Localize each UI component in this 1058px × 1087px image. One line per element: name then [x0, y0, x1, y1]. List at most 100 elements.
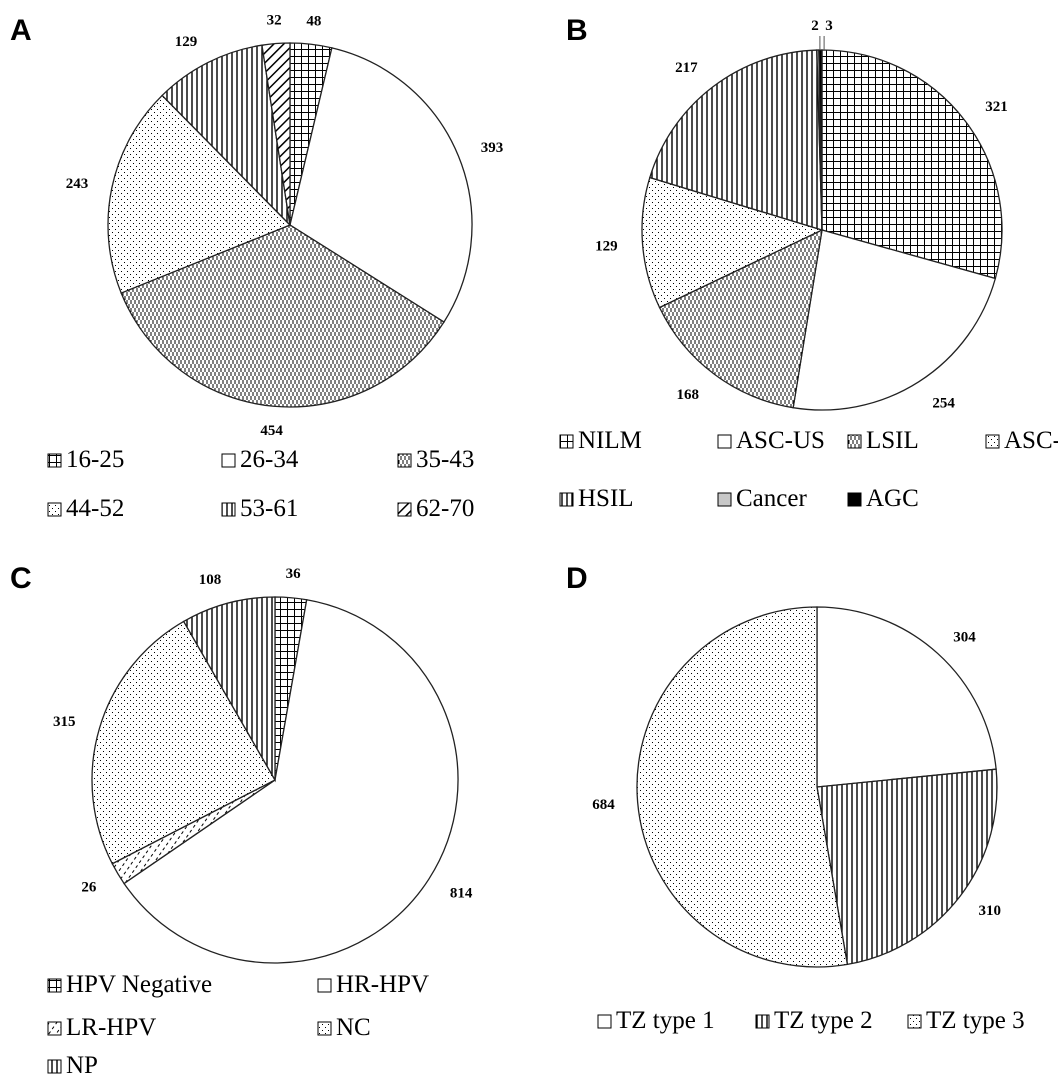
legend-label-62-70: 62-70	[416, 495, 474, 522]
legend-label-lr-hpv: LR-HPV	[66, 1014, 156, 1041]
pie-chart	[107, 42, 473, 408]
value-label-hsil: 217	[675, 60, 698, 76]
pie-slice-nc	[91, 620, 276, 865]
legend-label-26-34: 26-34	[240, 446, 299, 473]
legend-swatch-tz-type-3	[907, 1014, 922, 1029]
value-label-nilm: 321	[985, 99, 1008, 115]
legend-swatch-agc	[847, 492, 862, 507]
value-label-tz-type-3: 684	[592, 797, 615, 813]
value-label-hr-hpv: 814	[450, 886, 473, 902]
value-label-hpv-negative: 36	[286, 566, 302, 582]
pie-slice-np	[182, 596, 276, 783]
pie-slice-hr-hpv	[123, 599, 459, 964]
legend-swatch-lsil	[847, 434, 862, 449]
legend-swatch-44-52	[47, 502, 62, 517]
pie-slice-tz-type-1	[816, 606, 997, 788]
legend-label-hr-hpv: HR-HPV	[336, 971, 429, 998]
pie-slice-44-52	[107, 94, 292, 294]
legend-swatch-asc-us	[717, 434, 732, 449]
value-label-53-61: 129	[175, 34, 198, 50]
pie-slice-asc-us	[792, 229, 997, 411]
value-label-tz-type-2: 310	[979, 903, 1002, 919]
legend-label-nc: NC	[336, 1014, 371, 1041]
value-label-cancer: 2	[811, 18, 819, 34]
panel-letter: C	[10, 562, 32, 595]
legend-label-agc: AGC	[866, 485, 919, 512]
legend-label-tz-type-1: TZ type 1	[616, 1007, 715, 1034]
value-label-agc: 3	[825, 18, 833, 34]
legend-label-16-25: 16-25	[66, 446, 124, 473]
value-label-asc-us: 254	[932, 396, 955, 412]
legend-swatch-cancer	[717, 492, 732, 507]
value-label-np: 108	[199, 572, 222, 588]
panel-d: D 304 310 684 TZ type 1 TZ type 2 TZ type 3	[566, 562, 1025, 1034]
pie-slice-53-61	[161, 44, 291, 227]
value-label-asc-h: 129	[595, 238, 618, 254]
panel-letter: D	[566, 562, 588, 595]
value-label-16-25: 48	[306, 13, 321, 29]
value-label-nc: 315	[53, 714, 76, 730]
panel-a: A 48 393 454 243 129 32 16-25 26-34 35-43 44-52 5…	[10, 13, 503, 522]
legend-label-np: NP	[66, 1052, 98, 1079]
value-label-tz-type-1: 304	[953, 630, 976, 646]
legend-swatch-tz-type-2	[755, 1014, 770, 1029]
legend-swatch-asc-h	[985, 434, 1000, 449]
legend: 16-25 26-34 35-43 44-52 53-61 62-70	[47, 446, 474, 522]
legend-label-lsil: LSIL	[866, 427, 919, 454]
legend: TZ type 1 TZ type 2 TZ type 3	[597, 1007, 1025, 1034]
legend-swatch-nc	[317, 1021, 332, 1036]
value-label-26-34: 393	[481, 140, 504, 156]
legend-swatch-hsil	[559, 492, 574, 507]
legend-swatch-hr-hpv	[317, 978, 332, 993]
pie-slice-lsil	[658, 228, 823, 409]
legend-swatch-16-25	[47, 453, 62, 468]
legend-swatch-35-43	[397, 453, 412, 468]
value-labels: 304 310 684	[592, 630, 1001, 920]
pie-slice-asc-h	[641, 176, 824, 309]
value-label-lsil: 168	[677, 387, 700, 403]
legend-label-tz-type-2: TZ type 2	[774, 1007, 873, 1034]
value-label-62-70: 32	[267, 13, 282, 29]
value-label-lr-hpv: 26	[81, 880, 97, 896]
value-labels: 321 254 168 129 217 2 3	[595, 18, 1008, 412]
legend-label-44-52: 44-52	[66, 495, 124, 522]
legend-label-nilm: NILM	[578, 427, 642, 454]
legend-swatch-hpv-negative	[47, 978, 62, 993]
panel-b: B 321 254 168 129 217 23 NILM ASC-US LSIL ASC-H H…	[559, 14, 1058, 512]
pie-slice-tz-type-3	[636, 606, 849, 968]
legend-label-hsil: HSIL	[578, 485, 634, 512]
pie-chart	[636, 606, 998, 968]
legend-swatch-tz-type-1	[597, 1014, 612, 1029]
pie-slice-62-70	[261, 42, 291, 226]
legend-label-cancer: Cancer	[736, 485, 807, 512]
pie-slice-agc	[818, 49, 823, 231]
legend-label-asc-us: ASC-US	[736, 427, 825, 454]
pie-slice-35-43	[120, 224, 445, 408]
legend-label-tz-type-3: TZ type 3	[926, 1007, 1025, 1034]
value-label-44-52: 243	[66, 176, 89, 192]
legend: HPV Negative HR-HPV LR-HPV NC NP	[47, 971, 429, 1079]
value-labels: 48 393 454 243 129 32	[66, 13, 503, 440]
legend-swatch-np	[47, 1059, 62, 1074]
legend-label-asc-h: ASC-H	[1004, 427, 1058, 454]
legend-swatch-26-34	[221, 453, 236, 468]
legend-label-hpv-negative: HPV Negative	[66, 971, 212, 998]
pie-chart	[91, 596, 459, 964]
legend: NILM ASC-US LSIL ASC-H HSIL Cancer AGC	[559, 427, 1058, 512]
panel-letter: A	[10, 14, 32, 47]
legend-swatch-62-70	[397, 502, 412, 517]
legend-swatch-53-61	[221, 502, 236, 517]
panel-letter: B	[566, 14, 588, 47]
value-label-35-43: 454	[260, 423, 283, 439]
value-labels: 36 814 26 315 108	[53, 566, 473, 902]
pie-slice-nilm	[821, 49, 1003, 280]
panel-c: C 36 814 26 315 108 HPV Negative HR-HPV LR-HPV…	[10, 562, 473, 1079]
legend-label-53-61: 53-61	[240, 495, 298, 522]
pie-slice-tz-type-2	[816, 768, 998, 966]
pie-slice-hsil	[649, 49, 823, 231]
legend-swatch-lr-hpv	[47, 1021, 62, 1036]
pie-chart	[641, 49, 1003, 411]
legend-swatch-nilm	[559, 434, 574, 449]
legend-label-35-43: 35-43	[416, 446, 474, 473]
